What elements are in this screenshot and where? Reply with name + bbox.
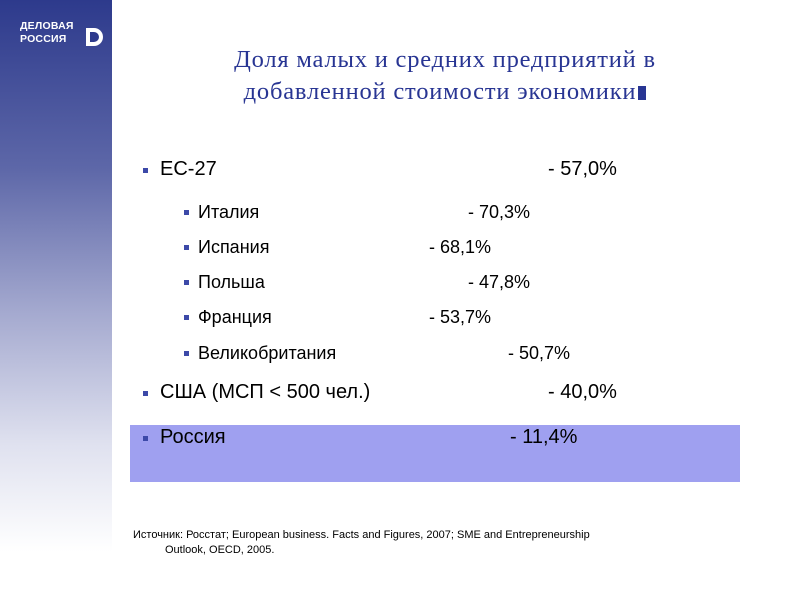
item-value: - 47,8% [468, 272, 531, 292]
item-value: - 53,7% [429, 307, 492, 327]
logo: ДЕЛОВАЯ РОССИЯ [20, 20, 116, 54]
list-item-uk: Великобритания - 50,7% [0, 342, 800, 372]
title-end-mark [638, 86, 647, 100]
logo-line-2: РОССИЯ [20, 33, 67, 45]
item-label: Великобритания [198, 343, 337, 363]
bullet-icon [184, 245, 189, 250]
bullet-icon [184, 315, 189, 320]
item-value: - 70,3% [468, 202, 531, 222]
bullet-icon [184, 351, 189, 356]
title-line-1: Доля малых и средних предприятий в [234, 46, 656, 73]
item-label: Италия [198, 202, 260, 222]
list-item-russia: Россия - 11,4% [0, 426, 800, 456]
bullet-icon [184, 280, 189, 285]
title-line-2-text: добавленной стоимости экономики [243, 78, 637, 105]
item-value: - 11,4% [510, 426, 578, 448]
item-label: Польша [198, 272, 265, 292]
source-note: Источник: Росстат; European business. Fa… [133, 528, 733, 558]
page-title: Доля малых и средних предприятий в добав… [180, 44, 710, 108]
source-line-2: Outlook, OECD, 2005. [165, 544, 275, 556]
item-value: - 50,7% [508, 343, 571, 363]
bullet-icon [184, 210, 189, 215]
list-item-eu27: ЕС-27 - 57,0% [0, 158, 800, 188]
list-item-usa: США (МСП < 500 чел.) - 40,0% [0, 381, 800, 411]
logo-text: ДЕЛОВАЯ РОССИЯ [20, 20, 74, 46]
russia-highlight-box [130, 425, 740, 482]
bullet-icon [143, 168, 148, 173]
list-item-spain: Испания - 68,1% [0, 236, 800, 266]
list-item-poland: Польша - 47,8% [0, 271, 800, 301]
bullet-icon [143, 391, 148, 396]
item-value: - 68,1% [429, 237, 492, 257]
list-item-italy: Италия - 70,3% [0, 201, 800, 231]
item-value: - 57,0% [548, 158, 617, 180]
item-label: ЕС-27 [160, 158, 217, 180]
title-line-2: добавленной стоимости экономики [180, 76, 710, 108]
item-label: Франция [198, 307, 272, 327]
item-label: Испания [198, 237, 270, 257]
logo-line-1: ДЕЛОВАЯ [20, 20, 74, 32]
source-line-1: Источник: Росстат; European business. Fa… [133, 529, 590, 541]
item-label: США (МСП < 500 чел.) [160, 381, 371, 403]
bullet-icon [143, 436, 148, 441]
list-item-france: Франция - 53,7% [0, 306, 800, 336]
item-label: Россия [160, 426, 226, 448]
logo-mark-icon [86, 28, 103, 46]
sidebar-gradient [0, 0, 112, 600]
item-value: - 40,0% [548, 381, 617, 403]
